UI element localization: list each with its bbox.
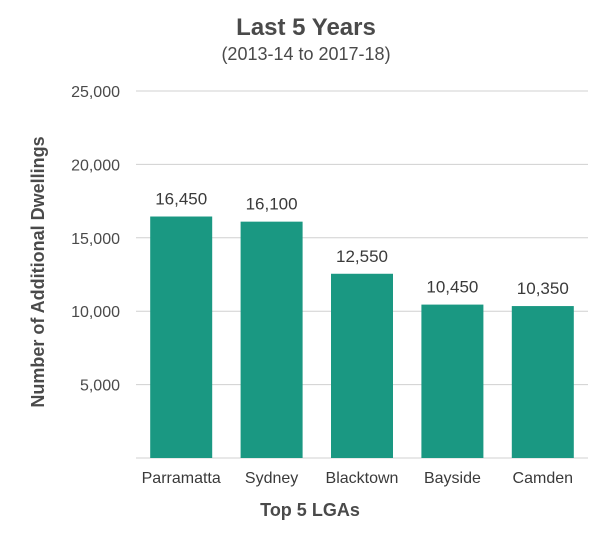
y-tick-label: 15,000 bbox=[71, 231, 120, 248]
data-label: 10,350 bbox=[517, 279, 569, 298]
bar-camden bbox=[511, 306, 574, 458]
y-tick-labels: 5,000 10,000 15,000 20,000 25,000 bbox=[71, 84, 120, 395]
chart-title: Last 5 Years bbox=[236, 14, 376, 41]
data-label: 10,450 bbox=[426, 278, 478, 297]
y-tick-label: 20,000 bbox=[71, 157, 120, 174]
category-labels: Parramatta Sydney Blacktown Bayside Camden bbox=[142, 470, 573, 487]
bar-parramatta bbox=[150, 216, 213, 458]
category-label: Sydney bbox=[245, 470, 298, 487]
bars bbox=[150, 216, 574, 458]
data-label: 12,550 bbox=[336, 247, 388, 266]
y-tick-label: 10,000 bbox=[71, 304, 120, 321]
category-label: Blacktown bbox=[326, 470, 399, 487]
category-label: Bayside bbox=[424, 470, 481, 487]
y-tick-label: 25,000 bbox=[71, 84, 120, 101]
data-label: 16,450 bbox=[155, 190, 207, 209]
x-axis-title: Top 5 LGAs bbox=[260, 500, 360, 520]
bar-sydney bbox=[240, 221, 303, 458]
bar-bayside bbox=[421, 304, 484, 458]
data-labels: 16,450 16,100 12,550 10,450 10,350 bbox=[155, 190, 569, 299]
chart-subtitle: (2013-14 to 2017-18) bbox=[221, 44, 391, 64]
category-label: Camden bbox=[513, 470, 573, 487]
data-label: 16,100 bbox=[246, 195, 298, 214]
y-tick-label: 5,000 bbox=[80, 378, 120, 395]
bar-blacktown bbox=[331, 273, 393, 458]
category-label: Parramatta bbox=[142, 470, 221, 487]
y-axis-title: Number of Additional Dwellings bbox=[28, 136, 48, 407]
